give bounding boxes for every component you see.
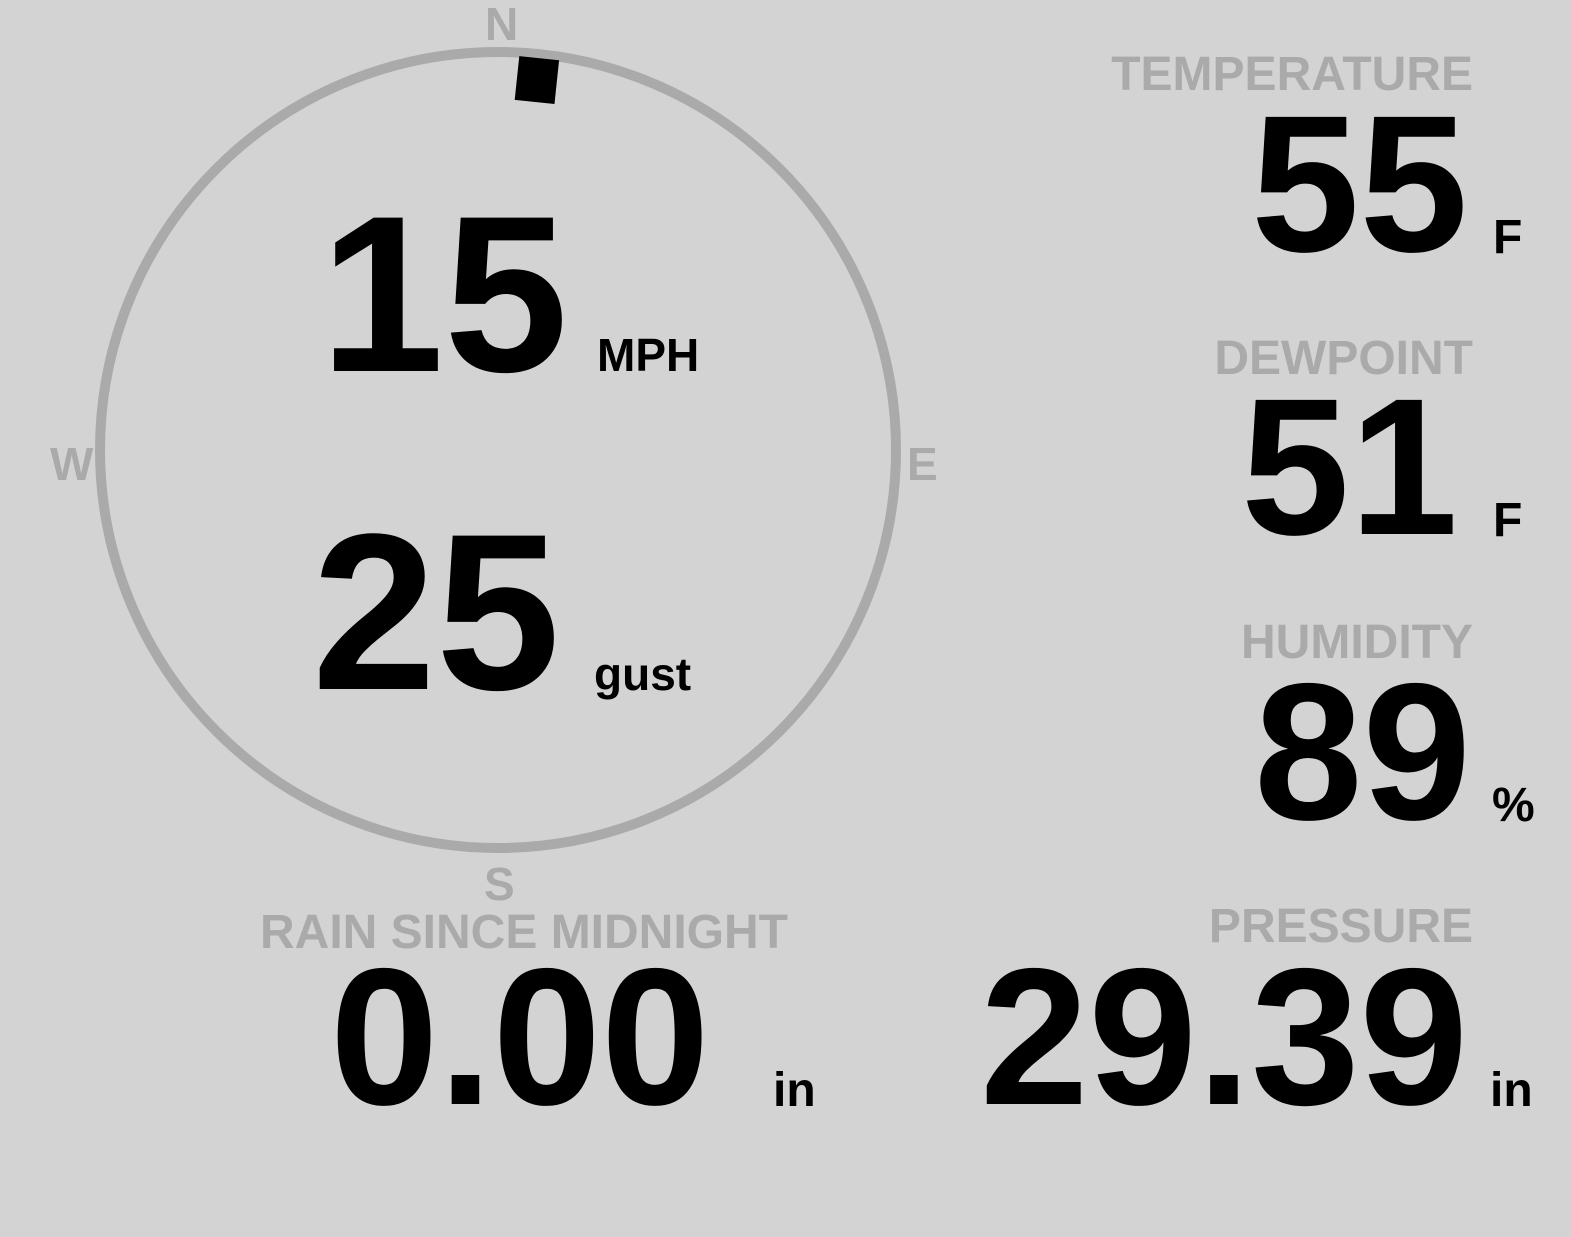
dewpoint-unit: F [1493, 494, 1523, 547]
humidity-value: 89 [1254, 643, 1471, 861]
temperature-value: 55 [1251, 75, 1468, 293]
pressure-label: PRESSURE [1208, 900, 1473, 953]
compass-west: W [50, 438, 94, 490]
wind-gust-label: gust [594, 648, 692, 700]
humidity-unit: % [1492, 779, 1535, 832]
compass-south: S [484, 858, 515, 910]
pressure-unit: in [1490, 1064, 1533, 1117]
humidity-label: HUMIDITY [1241, 616, 1473, 669]
wind-speed-unit: MPH [597, 329, 700, 381]
pressure-value: 29.39 [980, 928, 1468, 1146]
rain-unit: in [773, 1064, 816, 1117]
compass-north: N [485, 0, 519, 50]
rain-label: RAIN SINCE MIDNIGHT [260, 906, 788, 959]
temperature-label: TEMPERATURE [1111, 48, 1473, 101]
dewpoint-label: DEWPOINT [1214, 332, 1473, 385]
compass-ring [95, 47, 901, 853]
compass-east: E [907, 438, 938, 490]
temperature-unit: F [1493, 211, 1523, 264]
wind-speed-value: 15 [320, 170, 569, 419]
wind-direction-marker [514, 56, 560, 105]
wind-gust-value: 25 [312, 488, 561, 737]
dewpoint-value: 51 [1241, 358, 1458, 576]
rain-value: 0.00 [330, 928, 710, 1146]
